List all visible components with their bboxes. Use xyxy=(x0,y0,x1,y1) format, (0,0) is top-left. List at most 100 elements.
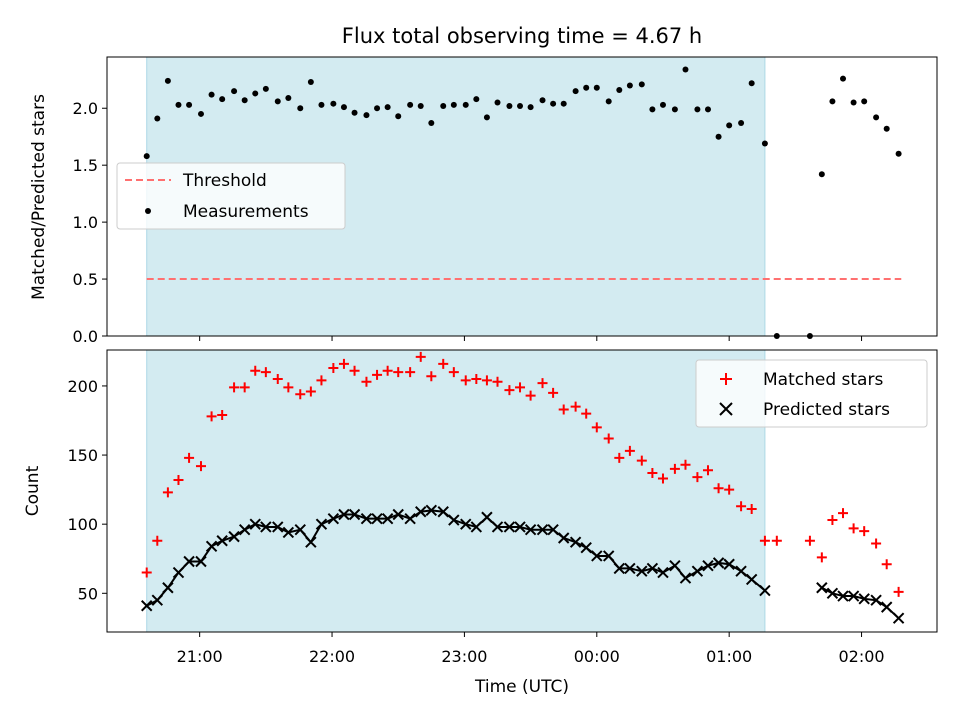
predicted-stars-point xyxy=(524,523,537,536)
matched-stars-point xyxy=(859,526,870,537)
measurement-point xyxy=(506,102,513,109)
predicted-stars-point xyxy=(636,565,648,577)
y-tick-label: 100 xyxy=(67,515,98,534)
legend-measurements-swatch xyxy=(145,208,151,214)
bottom-panel: 50 100 150 200 21:00 22:00 23:00 00:00 01:00 02:… xyxy=(23,349,938,666)
predicted-stars-point xyxy=(602,550,615,562)
matched-stars-point xyxy=(195,461,206,472)
legend-threshold-label: Threshold xyxy=(182,171,267,191)
predicted-stars-point xyxy=(272,521,284,533)
measurement-point xyxy=(363,112,370,119)
predicted-stars-point xyxy=(404,512,416,525)
y-tick-label: 0.5 xyxy=(73,270,98,289)
measurement-point xyxy=(318,101,325,108)
y-tick-label: 1.0 xyxy=(73,213,98,232)
measurement-point xyxy=(374,105,381,112)
predicted-stars-point xyxy=(327,512,340,525)
measurement-point xyxy=(659,101,666,108)
measurement-point xyxy=(748,80,755,87)
measurement-point xyxy=(616,87,623,94)
x-tick-label: 01:00 xyxy=(706,647,752,666)
matched-stars-point xyxy=(848,523,859,534)
predicted-stars-point xyxy=(816,582,828,594)
bottom-x-ticks: 21:00 22:00 23:00 00:00 01:00 02:00 xyxy=(177,632,885,666)
predicted-stars-point xyxy=(745,573,758,586)
matched-stars-point xyxy=(173,474,184,485)
measurement-point xyxy=(638,81,645,88)
matched-stars-point xyxy=(328,362,339,373)
measurement-point xyxy=(649,106,656,113)
predicted-stars-point xyxy=(723,558,735,570)
predicted-stars-point xyxy=(847,590,860,602)
predicted-stars-point xyxy=(348,508,361,521)
predicted-stars-point xyxy=(448,514,460,526)
predicted-stars-point xyxy=(547,523,559,536)
measurement-point xyxy=(473,96,480,103)
matched-stars-point xyxy=(405,367,416,378)
matched-stars-point xyxy=(283,382,294,393)
matched-stars-point xyxy=(250,365,261,376)
measurement-point xyxy=(494,99,501,106)
matched-stars-point xyxy=(338,358,349,369)
predicted-stars-point xyxy=(826,587,839,600)
measurement-point xyxy=(197,110,204,117)
y-tick-label: 150 xyxy=(67,446,98,465)
predicted-stars-point xyxy=(613,562,626,575)
matched-stars-point xyxy=(558,404,569,415)
predicted-stars-point xyxy=(503,521,516,533)
predicted-stars-point xyxy=(679,572,692,584)
measurement-point xyxy=(726,122,733,129)
predicted-stars-point xyxy=(315,518,328,530)
predicted-stars-point xyxy=(646,562,659,575)
x-axis-label: Time (UTC) xyxy=(474,677,569,697)
measurement-point xyxy=(682,66,689,73)
matched-stars-point xyxy=(624,445,635,456)
legend-predicted-label: Predicted stars xyxy=(763,400,890,420)
matched-stars-point xyxy=(603,433,614,444)
predicted-stars-point xyxy=(151,594,164,606)
measurement-point xyxy=(704,106,711,113)
measurement-point xyxy=(340,104,347,111)
top-x-ticks xyxy=(199,336,863,341)
measurement-point xyxy=(560,100,567,107)
matched-stars-point xyxy=(206,411,217,422)
measurement-point xyxy=(861,98,868,105)
matched-stars-point xyxy=(669,463,680,474)
measurement-point xyxy=(307,79,314,86)
matched-stars-point xyxy=(771,535,782,546)
matched-stars-point xyxy=(636,455,647,466)
measurement-point xyxy=(417,102,424,109)
top-panel: 0.00.51.01.52.0 Matched/Predicted stars … xyxy=(29,56,938,346)
legend-measurements-label: Measurements xyxy=(183,202,309,222)
matched-stars-point xyxy=(295,389,306,400)
y-tick-label: 1.5 xyxy=(73,156,98,175)
predicted-stars-point xyxy=(880,601,893,613)
measurement-point xyxy=(527,104,534,111)
matched-stars-point xyxy=(415,351,426,362)
x-tick-label: 00:00 xyxy=(574,647,620,666)
measurement-point xyxy=(175,101,182,108)
bottom-panel-marks xyxy=(141,350,905,632)
measurement-point xyxy=(829,98,836,105)
predicted-stars-point xyxy=(141,600,153,612)
predicted-stars-point xyxy=(282,526,295,539)
x-tick-label: 23:00 xyxy=(441,647,487,666)
measurement-point xyxy=(186,101,193,108)
measurement-point xyxy=(818,171,825,178)
measurement-point xyxy=(761,140,768,147)
measurement-point xyxy=(605,98,612,105)
measurement-point xyxy=(450,101,457,108)
measurement-point xyxy=(715,133,722,140)
y-tick-label: 200 xyxy=(67,377,98,396)
measurement-point xyxy=(694,106,701,113)
measurement-point xyxy=(384,104,391,111)
predicted-stars-point xyxy=(624,562,636,575)
top-legend-box xyxy=(116,162,346,230)
matched-stars-point xyxy=(460,375,471,386)
measurement-point xyxy=(154,115,161,122)
matched-stars-point xyxy=(702,465,713,476)
legend-matched-label: Matched stars xyxy=(763,370,883,390)
measurement-point xyxy=(850,99,857,106)
measurement-point xyxy=(671,106,678,113)
